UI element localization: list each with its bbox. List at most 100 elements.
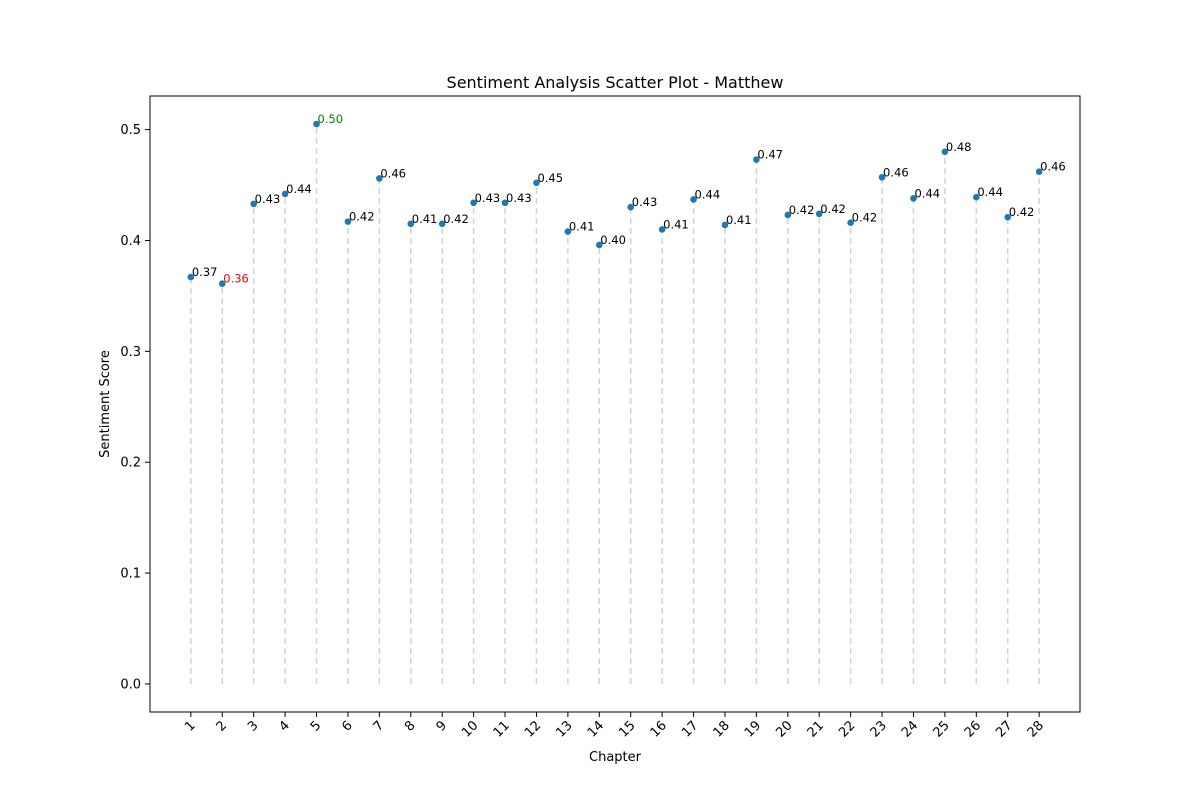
y-tick-label: 0.1 (120, 567, 141, 582)
data-point (721, 221, 729, 229)
x-tick-label: 28 (1025, 718, 1047, 740)
data-point (501, 199, 509, 207)
data-label: 0.42 (820, 202, 846, 216)
data-label: 0.46 (1040, 160, 1066, 174)
x-tick-label: 5 (308, 718, 324, 734)
x-tick-label: 9 (434, 718, 450, 734)
data-label: 0.44 (286, 182, 312, 196)
data-label: 0.43 (632, 195, 658, 209)
x-tick-label: 1 (182, 718, 198, 734)
data-point (533, 179, 540, 187)
chart-title: Sentiment Analysis Scatter Plot - Matthe… (447, 73, 784, 92)
x-tick-label: 14 (585, 718, 607, 740)
data-label: 0.42 (443, 212, 469, 226)
data-point (973, 193, 980, 201)
data-point (784, 211, 792, 219)
data-label: 0.47 (757, 148, 783, 162)
data-label: 0.42 (1009, 205, 1035, 219)
data-label: 0.42 (852, 211, 878, 225)
data-point (595, 241, 603, 249)
data-point (250, 200, 257, 208)
x-tick-label: 12 (522, 718, 544, 740)
y-axis-ticks: 0.0 0.1 0.2 0.3 0.4 0.5 (120, 123, 150, 692)
x-tick-label: 3 (245, 718, 261, 734)
x-tick-label: 26 (962, 718, 984, 740)
data-label: 0.41 (663, 217, 689, 231)
data-label: 0.41 (726, 213, 752, 227)
x-tick-label: 4 (276, 718, 292, 734)
data-label: 0.41 (569, 220, 595, 234)
x-tick-label: 23 (868, 718, 890, 740)
x-tick-label: 18 (710, 718, 732, 740)
data-label: 0.45 (537, 171, 563, 185)
data-label: 0.40 (600, 233, 626, 247)
plot-area: 0.37 0.360.430.440.500.420.460.41 0.420.43… (120, 95, 1081, 741)
data-point (564, 228, 572, 235)
data-point (281, 190, 289, 198)
data-point (438, 220, 446, 228)
data-point (1035, 168, 1043, 176)
data-label: 0.43 (255, 192, 281, 206)
x-tick-label: 27 (993, 718, 1015, 740)
x-tick-label: 16 (648, 718, 670, 740)
data-point (910, 195, 917, 202)
data-point (187, 273, 195, 281)
y-tick-label: 0.5 (120, 123, 141, 138)
data-label: 0.46 (380, 166, 406, 180)
data-label: 0.50 (318, 112, 344, 126)
data-point (753, 156, 760, 163)
data-point (658, 226, 666, 233)
data-point (815, 210, 823, 218)
data-point (376, 175, 383, 182)
data-label: 0.44 (977, 185, 1003, 199)
x-tick-label: 8 (402, 718, 418, 734)
data-label: 0.37 (192, 265, 218, 279)
data-point (344, 218, 352, 225)
stem-lines (190, 124, 1040, 684)
data-point (878, 173, 886, 181)
x-axis-ticks: 1 2 3 4 5 6 7 8 9 10 11 12 13 14 15 16 17 18 19 20 21 22 23 24 2… (182, 712, 1047, 741)
x-tick-label: 13 (553, 718, 575, 740)
y-tick-label: 0.0 (120, 677, 141, 692)
data-point (627, 203, 635, 211)
data-label: 0.44 (914, 186, 940, 200)
x-tick-label: 7 (371, 718, 387, 734)
data-label: 0.42 (349, 210, 375, 224)
data-point (1004, 213, 1012, 221)
data-point (847, 219, 854, 227)
data-label: 0.41 (412, 212, 438, 226)
x-tick-label: 25 (930, 718, 952, 740)
x-axis-label: Chapter (589, 750, 642, 765)
plot-frame (149, 95, 1081, 713)
x-tick-label: 11 (491, 718, 513, 740)
data-label: 0.48 (946, 140, 972, 154)
data-labels: 0.37 0.36 0.43 0.44 0.50 0.42 0.46 0.41 0.42 0.43… (192, 112, 1066, 286)
x-tick-label: 22 (836, 718, 858, 740)
data-point (313, 120, 320, 128)
data-label: 0.46 (883, 165, 909, 179)
x-tick-label: 21 (805, 718, 827, 740)
data-label: 0.36 (223, 272, 249, 286)
data-point (690, 196, 697, 203)
x-tick-label: 24 (899, 718, 921, 740)
data-label: 0.43 (506, 191, 532, 205)
data-point (470, 199, 477, 207)
data-point (407, 220, 415, 228)
x-tick-label: 20 (773, 718, 795, 740)
x-tick-label: 6 (339, 718, 355, 734)
y-axis-label: Sentiment Score (98, 350, 113, 458)
y-tick-label: 0.3 (120, 345, 141, 360)
x-tick-label: 10 (459, 718, 481, 740)
x-tick-label: 19 (742, 718, 764, 740)
y-tick-label: 0.2 (120, 456, 141, 471)
data-point (218, 280, 226, 288)
data-label: 0.42 (789, 203, 815, 217)
x-tick-label: 2 (214, 718, 230, 734)
x-tick-label: 15 (616, 718, 638, 740)
x-tick-label: 17 (679, 718, 701, 740)
data-point (941, 148, 949, 156)
data-label: 0.43 (475, 191, 501, 205)
y-tick-label: 0.4 (120, 234, 141, 249)
data-label: 0.44 (695, 187, 721, 201)
